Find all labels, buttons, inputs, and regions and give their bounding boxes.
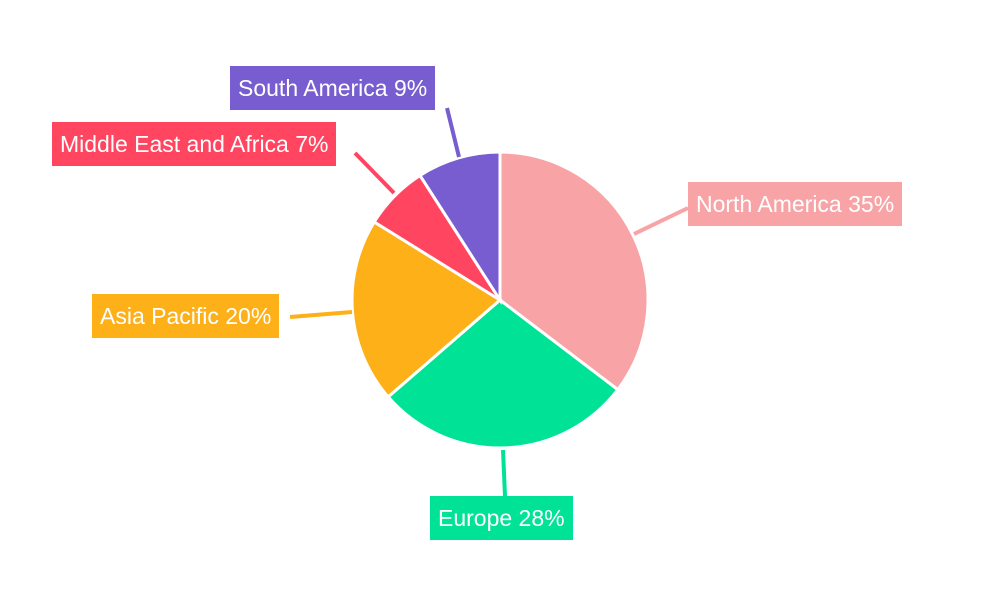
data-label-category: South America bbox=[238, 75, 388, 101]
data-label-category: North America bbox=[696, 191, 842, 217]
data-label-value: 9% bbox=[387, 75, 428, 101]
leader-line-europe bbox=[501, 449, 507, 497]
leader-line-asia-pacific bbox=[289, 310, 353, 319]
data-label-category: Europe bbox=[438, 505, 513, 531]
pie-slice-europe[interactable] bbox=[386, 298, 620, 450]
data-label-asia-pacific: Asia Pacific 20% bbox=[92, 294, 280, 338]
data-label-value: 20% bbox=[218, 303, 272, 329]
data-label-europe: Europe 28% bbox=[430, 496, 573, 540]
data-label-value: 7% bbox=[288, 131, 329, 157]
data-label-category: Middle East and Africa bbox=[60, 131, 289, 157]
leader-line-middle-east-and-africa bbox=[353, 151, 396, 195]
pie-slice-south-america[interactable] bbox=[417, 150, 502, 306]
leader-line-north-america bbox=[633, 206, 689, 236]
data-label-south-america: South America 9% bbox=[230, 66, 436, 110]
data-label-category: Asia Pacific bbox=[100, 303, 219, 329]
data-label-value: 28% bbox=[512, 505, 565, 531]
data-label-middle-east-and-africa: Middle East and Africa 7% bbox=[52, 122, 337, 166]
data-label-value: 35% bbox=[841, 191, 895, 217]
data-label-north-america: North America 35% bbox=[688, 182, 903, 226]
pie-slice-asia-pacific[interactable] bbox=[350, 219, 503, 400]
leader-line-south-america bbox=[445, 107, 461, 158]
pie-slice-north-america[interactable] bbox=[498, 150, 650, 392]
